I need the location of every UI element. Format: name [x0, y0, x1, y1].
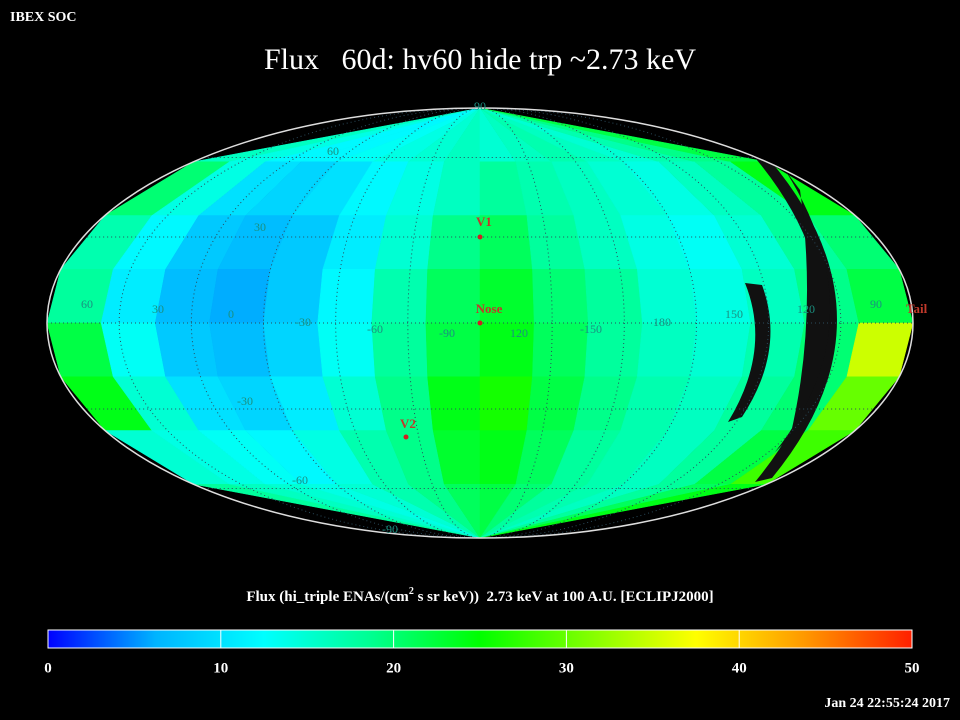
- flux-cell: [263, 269, 324, 324]
- colorbar-tick-label: 0: [44, 660, 52, 676]
- colorbar-tick-label: 10: [213, 660, 228, 676]
- flux-cell: [154, 322, 219, 377]
- flux-cell: [425, 269, 481, 324]
- marker-dot: [403, 434, 409, 440]
- flux-cells: [47, 108, 913, 538]
- lat-label: 90: [474, 99, 486, 113]
- markers: V1 Nose V2 Tail: [400, 214, 928, 440]
- marker-label: V2: [400, 416, 416, 431]
- header: IBEX SOC: [10, 10, 77, 25]
- flux-cell: [846, 269, 913, 324]
- lat-label: -60: [292, 473, 308, 487]
- lon-label: 90: [870, 297, 882, 311]
- flux-cell: [689, 322, 751, 377]
- lon-label: 60: [81, 297, 93, 311]
- flux-cell: [427, 215, 481, 270]
- flux-cell: [532, 269, 589, 324]
- meridian: [263, 108, 697, 538]
- flux-cell: [584, 269, 643, 324]
- lat-label: 30: [254, 220, 266, 234]
- latitude-labels: 90 60 30 -30 -60 -90: [237, 99, 486, 536]
- lon-label: -30: [295, 315, 311, 329]
- lon-label: 0: [228, 307, 234, 321]
- lat-label: 60: [327, 144, 339, 158]
- flux-cell: [479, 484, 767, 538]
- timestamp: Jan 24 22:55:24 2017: [824, 696, 950, 711]
- colorbar-fill: [47, 629, 913, 649]
- title: Flux 60d: hv60 hide trp ~2.73 keV: [264, 43, 696, 76]
- colorbar-tick-label: 30: [559, 660, 574, 676]
- lon-label: 30: [152, 302, 164, 316]
- colorbar-label: Flux (hi_triple ENAs/(cm2 s sr keV)) 2.7…: [246, 586, 713, 605]
- lat-label: -30: [237, 394, 253, 408]
- flux-cell: [209, 322, 271, 377]
- meridian: [407, 108, 553, 538]
- lon-label: 150: [725, 307, 743, 321]
- data-gaps: [720, 120, 837, 482]
- meridian: [190, 108, 770, 538]
- map-border: [46, 107, 914, 539]
- lon-label: -60: [367, 322, 383, 336]
- lon-label: 180: [653, 315, 671, 329]
- colorbar-tick-label: 50: [905, 660, 920, 676]
- colorbar-tick-label: 20: [386, 660, 401, 676]
- flux-cell: [154, 269, 219, 324]
- lon-label: 120: [797, 302, 815, 316]
- gap-band: [728, 283, 771, 422]
- lon-label: -90: [439, 326, 455, 340]
- colorbar: 0 10 20 30 40 50: [44, 629, 920, 676]
- marker-label: Nose: [476, 301, 503, 316]
- flux-cell: [317, 269, 376, 324]
- marker-label: Tail: [906, 301, 928, 316]
- marker-dot: [477, 234, 483, 240]
- flux-cell: [636, 322, 697, 377]
- flux-cell: [479, 376, 533, 431]
- gap-band: [775, 170, 831, 452]
- lat-label: -90: [382, 522, 398, 536]
- longitude-labels: 60 30 0 -30 -60 -90 120 -150 180 150 120…: [81, 297, 882, 340]
- label-part: s sr keV)) 2.73 keV at 100 A.U. [ECLIPJ2…: [414, 589, 714, 605]
- flux-cell: [371, 269, 428, 324]
- flux-cell: [209, 269, 271, 324]
- flux-cell: [263, 322, 324, 377]
- label-part: Flux (hi_triple ENAs/(cm: [246, 589, 409, 605]
- marker-dot: [477, 320, 483, 326]
- marker-label: V1: [476, 214, 492, 229]
- lon-label: -150: [580, 322, 602, 336]
- lon-label: 120: [510, 326, 528, 340]
- label-superscript: 2: [409, 586, 414, 597]
- flux-cell: [427, 376, 481, 431]
- colorbar-tick-label: 40: [732, 660, 747, 676]
- meridian: [118, 108, 842, 538]
